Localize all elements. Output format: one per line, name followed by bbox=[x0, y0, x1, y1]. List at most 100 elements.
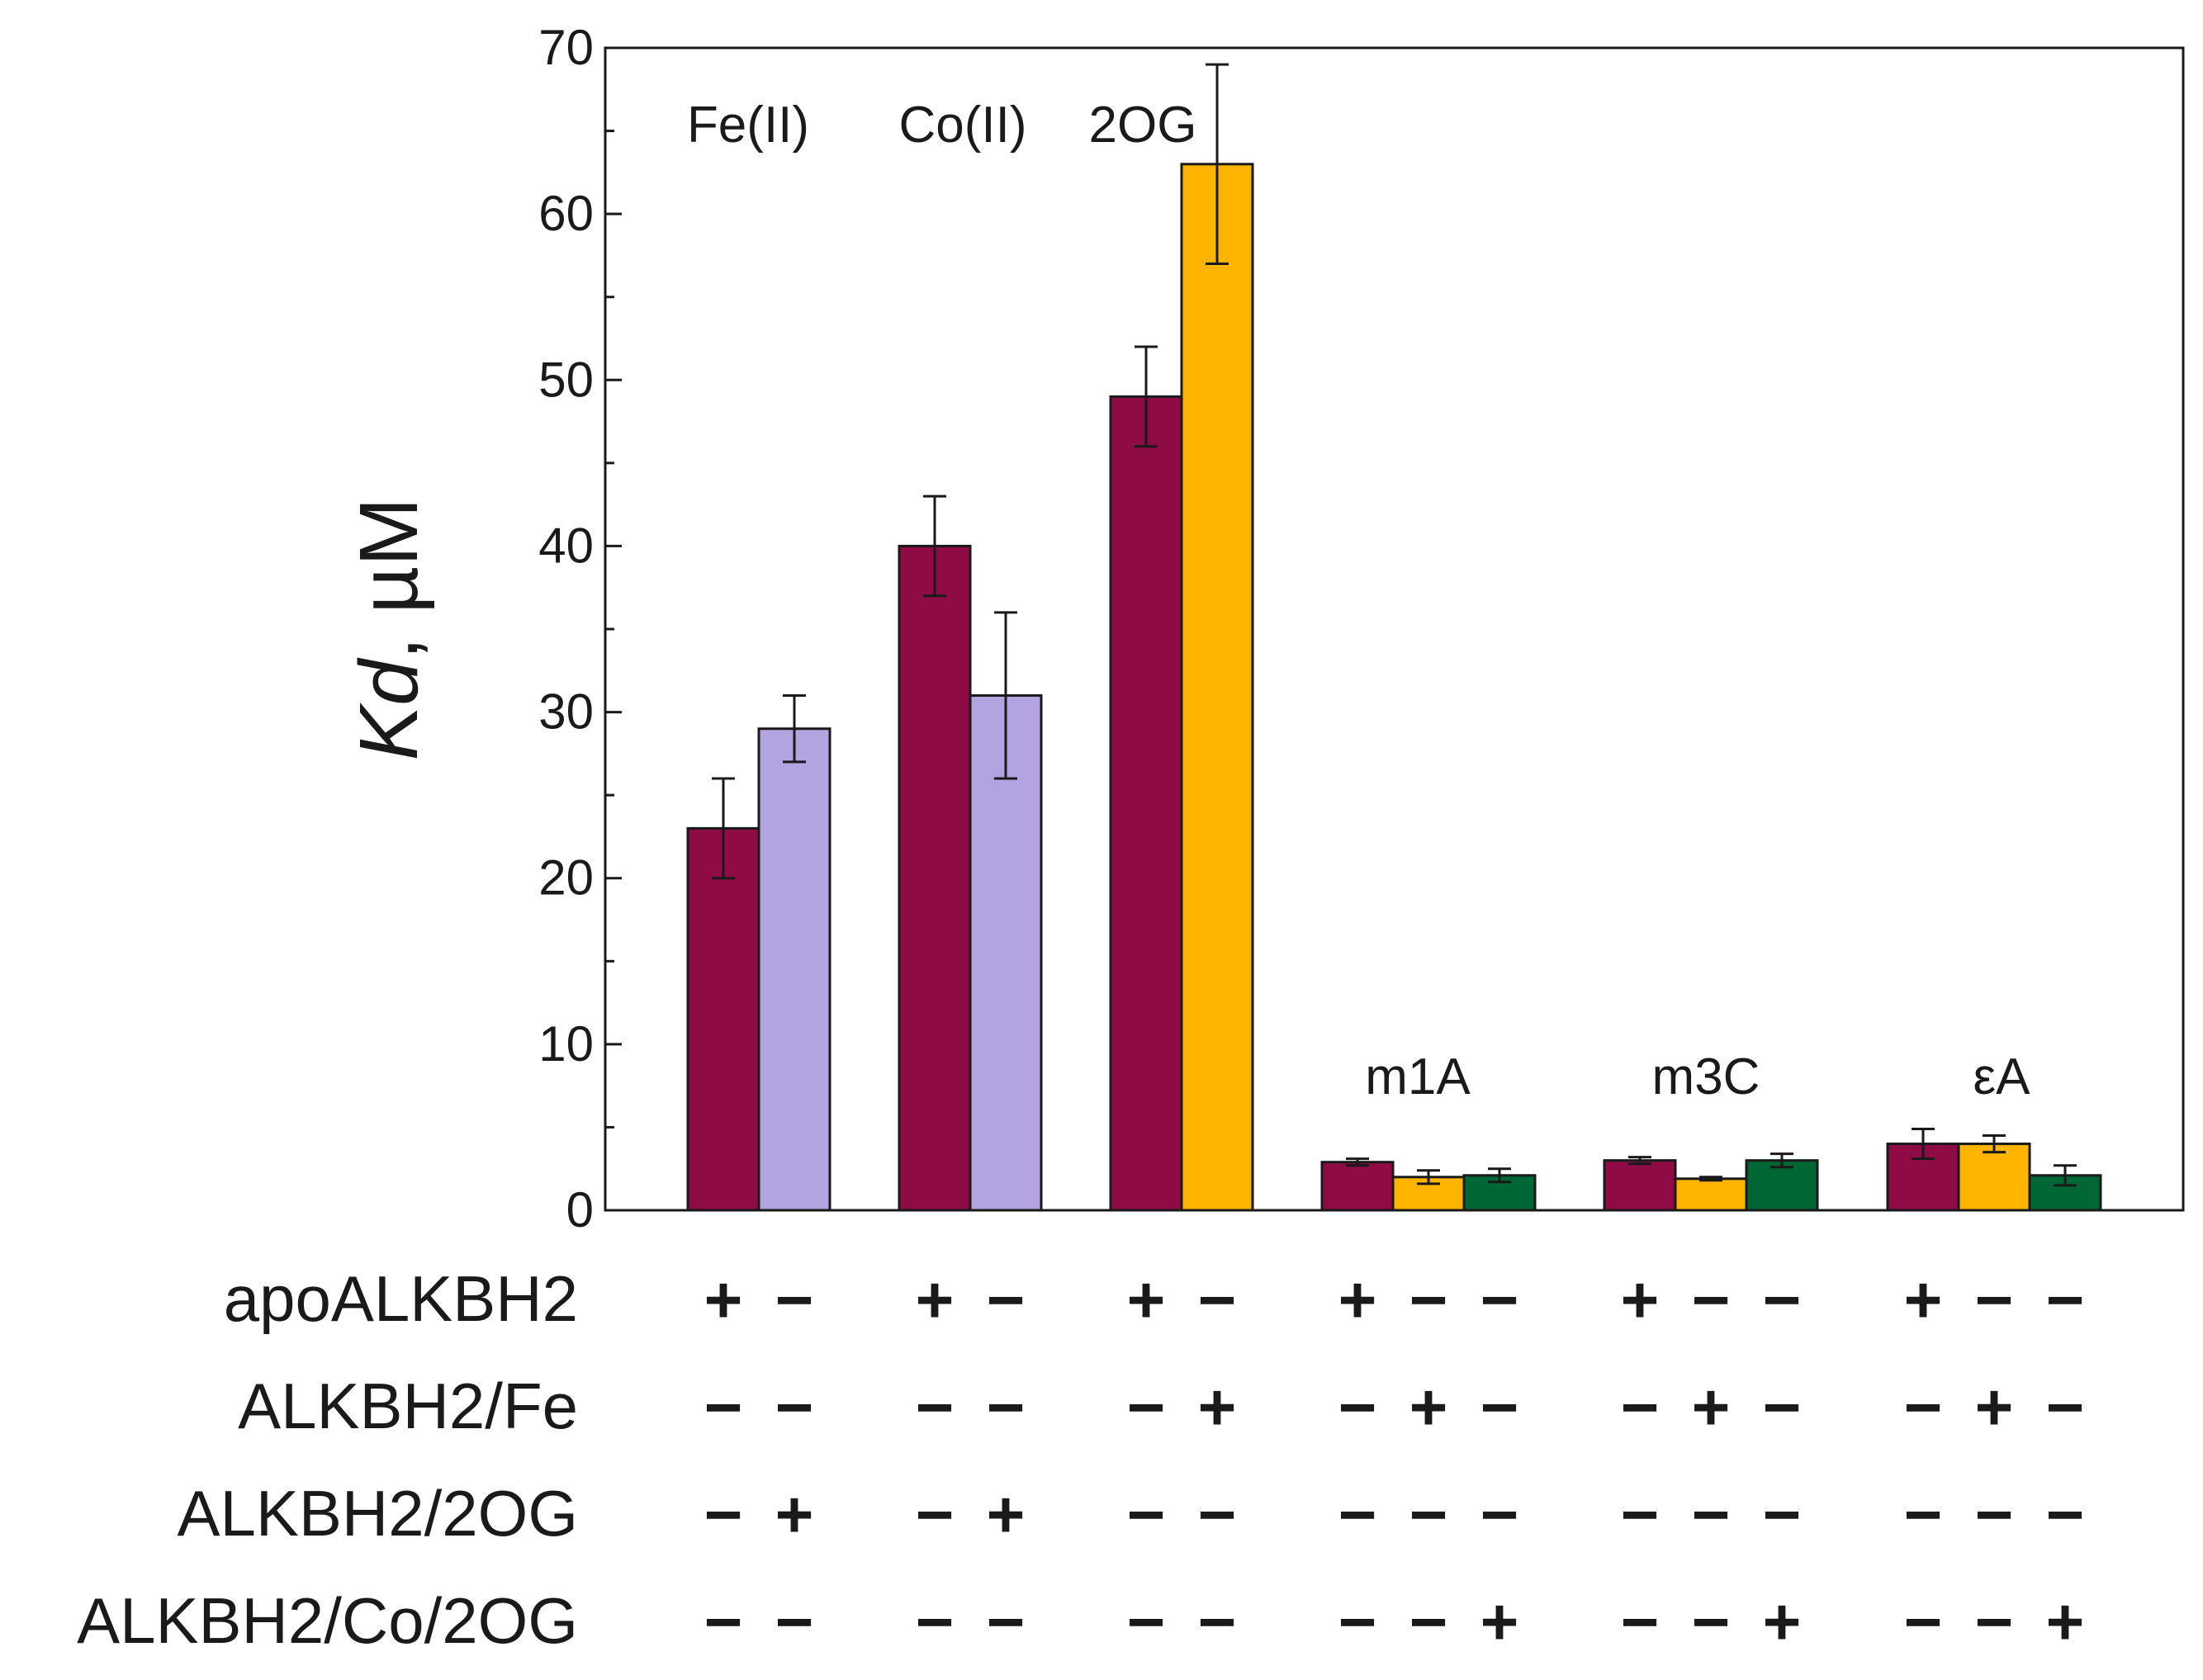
condition-mark-plus: + bbox=[775, 1478, 814, 1551]
y-axis-label: Kd, µM bbox=[343, 498, 435, 761]
condition-row-label: ALKBH2/Fe bbox=[238, 1370, 578, 1442]
error-bar bbox=[1983, 1133, 2006, 1154]
y-tick-label: 20 bbox=[538, 850, 594, 906]
condition-mark-minus: − bbox=[1198, 1585, 1237, 1659]
bar-alkbh2-fe bbox=[1674, 1177, 1748, 1212]
condition-mark-plus: + bbox=[2046, 1585, 2085, 1659]
error-bar bbox=[923, 495, 946, 598]
error-bar bbox=[1699, 1176, 1722, 1182]
condition-mark-plus: + bbox=[1338, 1263, 1377, 1337]
group-label: εA bbox=[1973, 1048, 2031, 1105]
condition-mark-minus: − bbox=[1904, 1370, 1943, 1444]
y-tick-label: 70 bbox=[538, 20, 594, 75]
condition-mark-plus: + bbox=[916, 1263, 955, 1337]
bar-alkbh2-2og bbox=[757, 727, 831, 1212]
group-label: m3C bbox=[1652, 1048, 1760, 1105]
condition-mark-minus: − bbox=[1763, 1370, 1802, 1444]
condition-mark-minus: − bbox=[1481, 1370, 1519, 1444]
condition-mark-minus: − bbox=[1127, 1478, 1166, 1551]
condition-mark-minus: − bbox=[704, 1370, 743, 1444]
y-axis-label-unit: , µM bbox=[343, 498, 435, 660]
condition-mark-minus: − bbox=[1904, 1585, 1943, 1659]
error-bar bbox=[1488, 1167, 1511, 1184]
group-label: Fe(II) bbox=[687, 97, 809, 154]
condition-mark-minus: − bbox=[1975, 1585, 2014, 1659]
condition-mark-minus: − bbox=[1127, 1585, 1166, 1659]
bar-apoalkbh2 bbox=[1109, 395, 1183, 1212]
y-tick-label: 30 bbox=[538, 684, 594, 740]
condition-mark-minus: − bbox=[1621, 1478, 1660, 1551]
condition-mark-minus: − bbox=[775, 1370, 814, 1444]
condition-mark-minus: − bbox=[1409, 1263, 1448, 1337]
condition-mark-minus: − bbox=[1621, 1370, 1660, 1444]
error-bar bbox=[1912, 1127, 1935, 1161]
error-bar bbox=[712, 777, 735, 880]
y-axis: 0 10 20 30 40 50 60 70 bbox=[538, 20, 622, 1238]
y-tick-label: 0 bbox=[566, 1182, 594, 1238]
bar-alkbh2-fe bbox=[1180, 163, 1254, 1212]
condition-mark-minus: − bbox=[775, 1585, 814, 1659]
condition-mark-minus: − bbox=[775, 1263, 814, 1337]
error-bar bbox=[1770, 1152, 1793, 1169]
condition-mark-minus: − bbox=[1692, 1478, 1731, 1551]
y-tick-label: 10 bbox=[538, 1016, 594, 1072]
condition-mark-minus: − bbox=[1692, 1263, 1731, 1337]
condition-mark-minus: − bbox=[916, 1370, 955, 1444]
bar-apoalkbh2 bbox=[686, 826, 760, 1212]
y-axis-label-italic: Kd bbox=[343, 657, 435, 761]
condition-mark-minus: − bbox=[2046, 1370, 2085, 1444]
condition-table: apoALKBH2 + − + − + − + − − + − − + − −ALKBH2/Fe − − − − − + −… bbox=[77, 1262, 2084, 1659]
condition-mark-plus: + bbox=[1904, 1263, 1943, 1337]
bar-alkbh2-fe bbox=[1957, 1143, 2031, 1212]
condition-row-label: ALKBH2/Co/2OG bbox=[77, 1584, 578, 1657]
error-bar bbox=[994, 611, 1017, 780]
condition-row-label: apoALKBH2 bbox=[224, 1262, 578, 1335]
condition-mark-plus: + bbox=[1409, 1370, 1448, 1444]
condition-mark-minus: − bbox=[1975, 1478, 2014, 1551]
condition-mark-minus: − bbox=[987, 1585, 1026, 1659]
y-tick-label: 50 bbox=[538, 352, 594, 407]
condition-mark-minus: − bbox=[987, 1370, 1026, 1444]
condition-mark-plus: + bbox=[1621, 1263, 1660, 1337]
error-bar bbox=[1135, 345, 1158, 448]
condition-mark-minus: − bbox=[1975, 1263, 2014, 1337]
condition-mark-plus: + bbox=[1127, 1263, 1166, 1337]
condition-mark-minus: − bbox=[916, 1478, 955, 1551]
error-bar bbox=[783, 693, 806, 764]
condition-mark-plus: + bbox=[1198, 1370, 1237, 1444]
condition-mark-plus: + bbox=[1763, 1585, 1802, 1659]
condition-mark-minus: − bbox=[1338, 1370, 1377, 1444]
condition-mark-minus: − bbox=[1763, 1478, 1802, 1551]
error-bar bbox=[1628, 1156, 1651, 1166]
condition-mark-plus: + bbox=[704, 1263, 743, 1337]
error-bar bbox=[1346, 1157, 1369, 1167]
bar-apoalkbh2 bbox=[1603, 1159, 1677, 1212]
group-label: 2OG bbox=[1089, 97, 1197, 154]
condition-mark-minus: − bbox=[1763, 1263, 1802, 1337]
condition-mark-minus: − bbox=[1338, 1478, 1377, 1551]
group-labels: Fe(II) Co(II) 2OG m1A m3C εA bbox=[687, 97, 2030, 1105]
bar-apoalkbh2 bbox=[1320, 1161, 1395, 1212]
condition-mark-minus: − bbox=[1481, 1478, 1519, 1551]
condition-mark-plus: + bbox=[1481, 1585, 1519, 1659]
bar-apoalkbh2 bbox=[898, 544, 972, 1212]
condition-mark-minus: − bbox=[1481, 1263, 1519, 1337]
bar-series bbox=[686, 63, 2102, 1212]
condition-mark-minus: − bbox=[987, 1263, 1026, 1337]
condition-mark-minus: − bbox=[1198, 1263, 1237, 1337]
y-tick-label: 60 bbox=[538, 186, 594, 241]
condition-mark-minus: − bbox=[1621, 1585, 1660, 1659]
bar-alkbh2-2og bbox=[969, 693, 1043, 1212]
condition-row-label: ALKBH2/2OG bbox=[177, 1477, 578, 1550]
plot-frame bbox=[604, 46, 2185, 1212]
condition-mark-minus: − bbox=[1127, 1370, 1166, 1444]
condition-mark-minus: − bbox=[1409, 1478, 1448, 1551]
group-label: m1A bbox=[1365, 1048, 1471, 1105]
condition-mark-plus: + bbox=[1692, 1370, 1731, 1444]
condition-mark-minus: − bbox=[2046, 1263, 2085, 1337]
condition-mark-plus: + bbox=[1975, 1370, 2014, 1444]
condition-mark-minus: − bbox=[1904, 1478, 1943, 1551]
error-bar bbox=[1206, 63, 1229, 265]
y-tick-label: 40 bbox=[538, 518, 594, 573]
